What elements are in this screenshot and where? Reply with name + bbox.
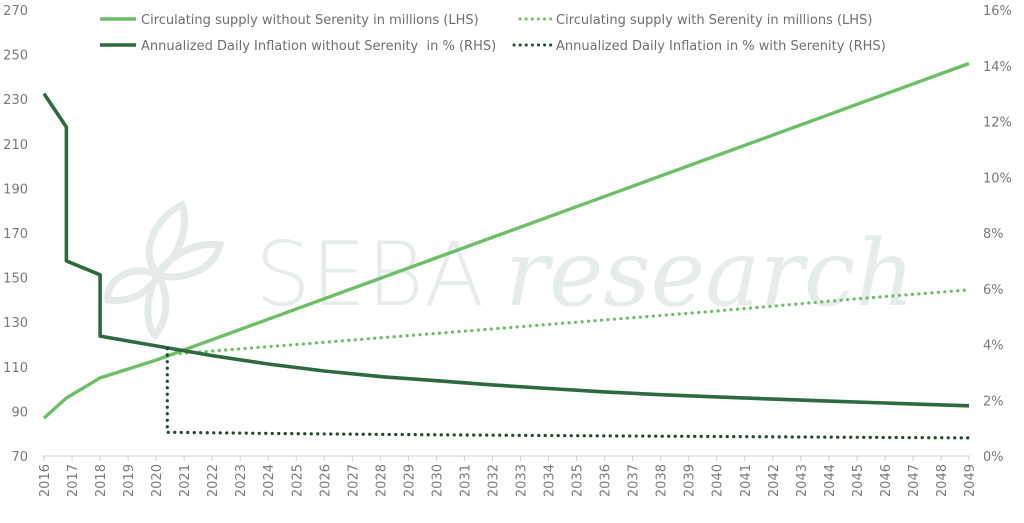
- x-tick-label: 2022: [206, 464, 221, 497]
- x-tick-label: 2045: [851, 464, 866, 497]
- y-right-tick-label: 12%: [983, 116, 1012, 131]
- y-right-tick-label: 0%: [983, 450, 1004, 465]
- y-left-tick-label: 230: [3, 93, 28, 108]
- y-axis-left-tick-labels: 270 250 230 210 190 170 150 130 110 90 70: [3, 4, 28, 465]
- x-tick-label: 2034: [543, 464, 558, 497]
- x-tick-label: 2040: [711, 464, 726, 497]
- x-tick-label: 2024: [262, 464, 277, 497]
- y-right-tick-label: 8%: [983, 227, 1004, 242]
- x-tick-label: 2017: [66, 464, 81, 497]
- x-tick-label: 2036: [599, 464, 614, 497]
- series-line-circulating-supply-without-serenity-in-millions-lhs: [42, 61, 970, 420]
- x-tick-label: 2019: [122, 464, 137, 497]
- x-tick-label: 2035: [571, 464, 586, 497]
- legend-item: Annualized Daily Inflation in % with Ser…: [512, 39, 886, 54]
- legend-item: Circulating supply with Serenity in mill…: [518, 13, 872, 28]
- y-left-tick-label: 210: [3, 138, 28, 153]
- x-tick-label: 2026: [318, 464, 333, 497]
- y-left-tick-label: 70: [11, 450, 28, 465]
- x-tick-label: 2043: [795, 464, 810, 497]
- x-tick-label: 2020: [150, 464, 165, 497]
- x-tick-label: 2016: [38, 464, 53, 497]
- legend-item: Annualized Daily Inflation without Seren…: [100, 39, 496, 54]
- y-right-tick-label: 4%: [983, 339, 1004, 354]
- legend-item: Circulating supply without Serenity in m…: [100, 13, 479, 28]
- x-tick-label: 2048: [935, 464, 950, 497]
- y-left-tick-label: 130: [3, 316, 28, 331]
- x-tick-label: 2046: [879, 464, 894, 497]
- y-left-tick-label: 270: [3, 4, 28, 19]
- x-tick-label: 2032: [486, 464, 501, 497]
- series-line-annualized-daily-inflation-without-serenity-in-rhs: [42, 92, 970, 408]
- y-right-tick-label: 2%: [983, 394, 1004, 409]
- x-tick-label: 2044: [823, 464, 838, 497]
- x-tick-label: 2031: [458, 464, 473, 497]
- legend-label: Annualized Daily Inflation without Seren…: [141, 39, 496, 54]
- x-tick-label: 2023: [234, 464, 249, 497]
- x-tick-label: 2037: [627, 464, 642, 497]
- x-tick-label: 2039: [683, 464, 698, 497]
- y-right-tick-label: 14%: [983, 60, 1012, 75]
- x-tick-label: 2030: [430, 464, 445, 497]
- x-tick-label: 2033: [515, 464, 530, 497]
- y-left-tick-label: 250: [3, 49, 28, 64]
- watermark-logo: SEBA research: [104, 200, 915, 341]
- series-line-circulating-supply-with-serenity-in-millions-lhs: [165, 288, 971, 357]
- x-tick-label: 2047: [907, 464, 922, 497]
- y-left-tick-label: 90: [11, 405, 28, 420]
- x-axis-ticks: [43, 456, 970, 461]
- y-left-tick-label: 150: [3, 272, 28, 287]
- y-left-tick-label: 170: [3, 227, 28, 242]
- y-right-tick-label: 6%: [983, 283, 1004, 298]
- x-tick-label: 2021: [178, 464, 193, 497]
- y-left-tick-label: 190: [3, 182, 28, 197]
- y-right-tick-label: 16%: [983, 4, 1012, 19]
- y-axis-right-tick-labels: 16% 14% 12% 10% 8% 6% 4% 2% 0%: [983, 4, 1012, 465]
- x-tick-label: 2029: [402, 464, 417, 497]
- series-layer: [42, 61, 971, 440]
- series-line-annualized-daily-inflation-in-with-serenity-rhs: [165, 347, 971, 440]
- x-tick-label: 2018: [94, 464, 109, 497]
- x-tick-label: 2049: [963, 464, 978, 497]
- x-tick-label: 2027: [346, 464, 361, 497]
- x-tick-label: 2025: [290, 464, 305, 497]
- legend-label: Annualized Daily Inflation in % with Ser…: [556, 39, 886, 54]
- x-tick-label: 2042: [767, 464, 782, 497]
- x-tick-label: 2028: [374, 464, 389, 497]
- legend: Circulating supply without Serenity in m…: [100, 13, 886, 54]
- x-tick-label: 2038: [655, 464, 670, 497]
- y-right-tick-label: 10%: [983, 171, 1012, 186]
- leaf-logo-icon: [104, 200, 225, 341]
- y-left-tick-label: 110: [3, 361, 28, 376]
- x-tick-label: 2041: [739, 464, 754, 497]
- watermark-text-research: research: [505, 220, 915, 327]
- x-axis-tick-labels: 2016 2017 2018 2019 2020 2021 2022 2023 2024 2025…: [38, 464, 978, 497]
- legend-label: Circulating supply without Serenity in m…: [141, 13, 479, 28]
- legend-label: Circulating supply with Serenity in mill…: [556, 13, 872, 28]
